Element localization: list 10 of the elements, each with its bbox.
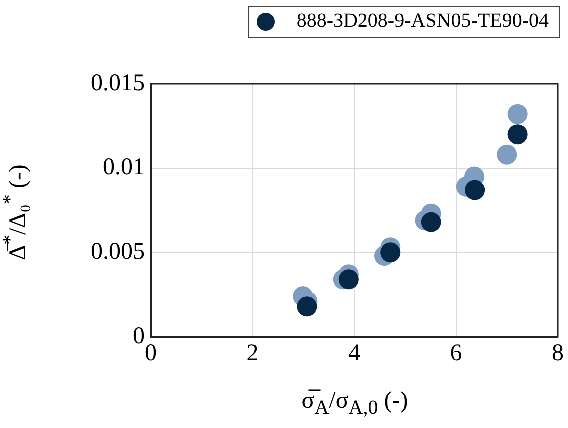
y-tick-label: 0.015	[91, 70, 145, 96]
x-tick-label: 2	[246, 340, 259, 367]
x-tick-label: 8	[552, 340, 564, 367]
y-tick-label: 0.005	[91, 238, 145, 265]
x-tick-label: 6	[450, 340, 462, 367]
y-tick-label: 0.01	[103, 154, 145, 181]
x-tick-label: 4	[348, 340, 360, 367]
legend-label: 888-3D208-9-ASN05-TE90-04	[296, 10, 549, 33]
y-tick-label: 0	[133, 323, 145, 350]
x-axis-title: σ̅$_{A}$/σ$_{A,0}$ (-)	[300, 388, 410, 420]
